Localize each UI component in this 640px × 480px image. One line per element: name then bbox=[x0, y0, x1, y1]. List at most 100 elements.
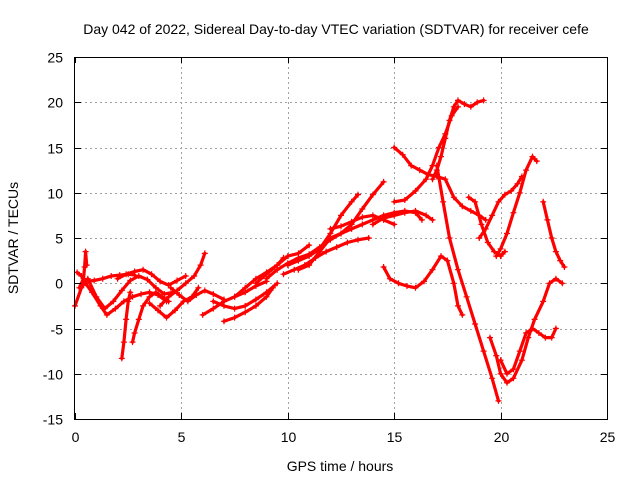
data-point-marker bbox=[533, 158, 540, 165]
data-point-marker bbox=[435, 144, 442, 151]
data-point-marker bbox=[416, 167, 423, 174]
data-point-marker bbox=[529, 325, 536, 332]
data-point-marker bbox=[444, 257, 451, 264]
data-point-marker bbox=[369, 221, 376, 228]
data-point-marker bbox=[231, 314, 238, 321]
data-point-marker bbox=[497, 357, 504, 364]
data-point-marker bbox=[501, 248, 508, 255]
data-point-marker bbox=[399, 151, 406, 158]
data-point-marker bbox=[438, 253, 444, 260]
data-point-marker bbox=[495, 198, 502, 205]
grid-layer bbox=[75, 57, 607, 419]
data-point-marker bbox=[182, 273, 189, 279]
data-point-marker bbox=[523, 330, 530, 336]
x-tick-label: 10 bbox=[281, 429, 297, 445]
data-point-marker bbox=[91, 277, 98, 284]
data-point-marker bbox=[155, 307, 161, 314]
x-tick-label: 20 bbox=[494, 429, 510, 445]
data-point-marker bbox=[295, 257, 302, 264]
data-point-marker bbox=[504, 230, 510, 237]
y-tick-label: 15 bbox=[47, 141, 63, 157]
data-point-marker bbox=[504, 370, 510, 377]
data-point-marker bbox=[135, 273, 142, 279]
data-point-marker bbox=[459, 311, 466, 318]
series-arc-09 bbox=[157, 250, 208, 309]
data-point-marker bbox=[182, 280, 189, 287]
series-arc-31 bbox=[497, 325, 559, 377]
data-point-marker bbox=[369, 212, 376, 219]
data-point-marker bbox=[114, 275, 121, 282]
data-point-marker bbox=[348, 198, 355, 205]
data-point-marker bbox=[514, 180, 521, 187]
data-point-marker bbox=[280, 271, 287, 278]
data-point-marker bbox=[380, 215, 387, 222]
data-point-marker bbox=[459, 203, 466, 210]
data-point-marker bbox=[129, 339, 136, 346]
series-layer bbox=[72, 97, 568, 404]
series-arc-15 bbox=[252, 242, 313, 287]
data-point-marker bbox=[306, 242, 313, 249]
data-point-marker bbox=[252, 296, 259, 303]
data-point-marker bbox=[497, 245, 504, 252]
data-point-marker bbox=[391, 198, 398, 205]
data-point-marker bbox=[501, 191, 508, 198]
data-point-marker bbox=[146, 293, 153, 300]
data-point-marker bbox=[284, 253, 291, 260]
data-point-marker bbox=[525, 334, 532, 341]
data-point-marker bbox=[531, 316, 538, 323]
series-arc-22 bbox=[380, 253, 466, 318]
data-point-marker bbox=[474, 99, 481, 106]
data-point-marker bbox=[146, 300, 153, 307]
data-point-marker bbox=[552, 275, 559, 282]
data-point-marker bbox=[127, 277, 134, 284]
data-point-marker bbox=[118, 287, 125, 294]
data-point-marker bbox=[491, 248, 498, 255]
series-arc-14 bbox=[231, 254, 287, 300]
data-point-marker bbox=[348, 225, 355, 232]
data-point-marker bbox=[338, 230, 344, 237]
data-point-marker bbox=[484, 239, 491, 246]
data-point-marker bbox=[295, 266, 302, 273]
data-point-marker bbox=[123, 316, 130, 323]
data-point-marker bbox=[476, 235, 483, 241]
x-tick-label: 25 bbox=[600, 429, 616, 445]
data-point-marker bbox=[510, 209, 517, 216]
series-arc-23 bbox=[391, 144, 489, 223]
series-arc-25 bbox=[429, 97, 487, 183]
data-point-marker bbox=[391, 144, 398, 151]
x-tick-label: 15 bbox=[387, 429, 403, 445]
data-point-marker bbox=[467, 207, 474, 214]
data-point-marker bbox=[450, 103, 457, 110]
data-point-marker bbox=[165, 293, 172, 300]
data-point-marker bbox=[497, 370, 504, 377]
data-point-marker bbox=[529, 153, 536, 160]
data-point-marker bbox=[157, 278, 164, 285]
data-point-marker bbox=[333, 244, 340, 251]
data-point-marker bbox=[552, 248, 559, 255]
tick-layer: 0 5 10 15 20 25 -15 -10 -5 0 5 10 15 20 25 bbox=[43, 50, 616, 446]
data-point-marker bbox=[480, 348, 487, 355]
data-point-marker bbox=[442, 135, 449, 142]
data-point-marker bbox=[274, 280, 281, 287]
data-point-marker bbox=[76, 284, 83, 291]
data-point-marker bbox=[191, 273, 198, 279]
data-point-marker bbox=[359, 214, 366, 221]
data-point-marker bbox=[83, 262, 90, 269]
data-point-marker bbox=[552, 325, 559, 332]
data-point-marker bbox=[518, 357, 525, 364]
data-point-marker bbox=[493, 253, 500, 260]
data-point-marker bbox=[131, 268, 138, 275]
data-point-marker bbox=[338, 223, 344, 230]
data-point-marker bbox=[467, 103, 474, 110]
series-line bbox=[233, 256, 286, 299]
data-point-marker bbox=[478, 221, 485, 228]
data-point-marker bbox=[540, 198, 547, 205]
data-point-marker bbox=[408, 162, 415, 169]
chart-title: Day 042 of 2022, Sidereal Day-to-day VTE… bbox=[83, 21, 589, 37]
data-point-marker bbox=[193, 292, 200, 298]
data-point-marker bbox=[359, 206, 366, 212]
data-point-marker bbox=[504, 379, 510, 386]
data-point-marker bbox=[97, 302, 104, 309]
data-point-marker bbox=[540, 298, 547, 305]
